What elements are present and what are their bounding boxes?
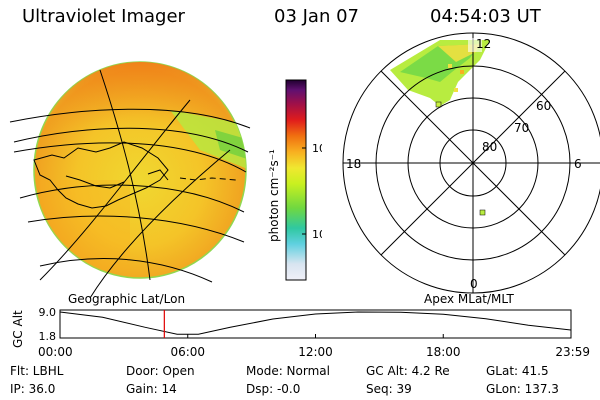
ip-info: IP: 36.0 [10, 382, 56, 396]
earth-disk [33, 61, 247, 279]
altitude-axis-label: GC Alt [11, 310, 25, 348]
gc-alt-info: GC Alt: 4.2 Re [366, 364, 450, 378]
glat-info: GLat: 41.5 [486, 364, 549, 378]
right-panel-label: Apex MLat/MLT [424, 292, 514, 306]
lat-lon-grid [9, 69, 251, 299]
coastline-outline [33, 141, 237, 209]
y-tick-label: 9.0 [39, 306, 57, 319]
left-panel-label: Geographic Lat/Lon [68, 292, 186, 306]
mlt-label-18: 18 [346, 157, 361, 171]
colorbar-scale [285, 79, 307, 281]
glon-info: GLon: 137.3 [486, 382, 559, 396]
time-label: 04:54:03 UT [430, 6, 541, 27]
mlt-label-6: 6 [574, 157, 582, 171]
polar-grid [342, 32, 600, 294]
geographic-image [9, 61, 251, 299]
x-tick-label: 06:00 [170, 345, 205, 359]
mlt-label-0: 0 [470, 277, 478, 291]
lat-label-80: 80 [482, 140, 497, 154]
dsp-info: Dsp: -0.0 [246, 382, 301, 396]
filter-info: Flt: LBHL [10, 364, 64, 378]
x-tick-label: 12:00 [298, 345, 333, 359]
polar-plot: 12 18 6 0 60 70 80 [342, 32, 600, 294]
door-info: Door: Open [126, 364, 195, 378]
seq-info: Seq: 39 [366, 382, 412, 396]
y-tick-label: 1.8 [39, 330, 57, 343]
x-tick-label: 18:00 [426, 345, 461, 359]
x-tick-label: 23:59 [555, 345, 590, 359]
colorbar-unit-label: photon cm⁻²s⁻¹ [267, 149, 281, 242]
instrument-title: Ultraviolet Imager [22, 6, 185, 27]
lat-label-70: 70 [514, 121, 529, 135]
colorbar-tick-100: 100 [312, 142, 322, 155]
gain-info: Gain: 14 [126, 382, 177, 396]
altitude-series-line [59, 311, 571, 335]
lat-label-60: 60 [536, 99, 551, 113]
emission-point [479, 209, 486, 216]
colorbar: 100 10 photon cm⁻²s⁻¹ [267, 79, 322, 281]
date-label: 03 Jan 07 [274, 6, 359, 27]
altitude-chart: 00:00 06:00 12:00 18:00 23:59 9.0 1.8 GC Alt [11, 306, 590, 359]
mode-info: Mode: Normal [246, 364, 330, 378]
x-tick-label: 00:00 [38, 345, 73, 359]
mlt-label-12: 12 [476, 37, 491, 51]
colorbar-tick-10: 10 [312, 228, 322, 241]
